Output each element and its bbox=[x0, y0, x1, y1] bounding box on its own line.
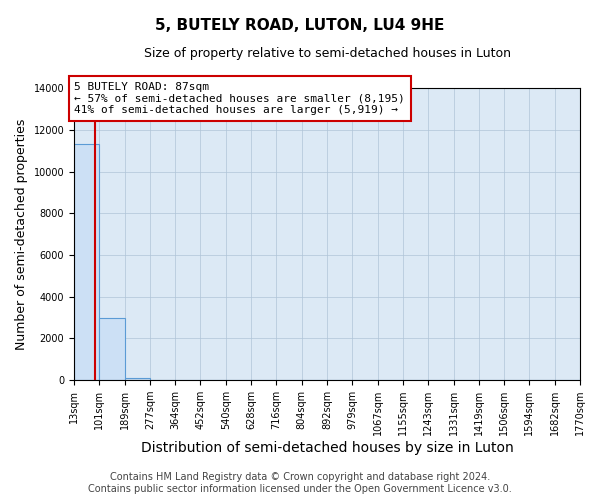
Bar bbox=[125, 378, 150, 380]
Text: 5, BUTELY ROAD, LUTON, LU4 9HE: 5, BUTELY ROAD, LUTON, LU4 9HE bbox=[155, 18, 445, 32]
Title: Size of property relative to semi-detached houses in Luton: Size of property relative to semi-detach… bbox=[143, 48, 511, 60]
X-axis label: Distribution of semi-detached houses by size in Luton: Distribution of semi-detached houses by … bbox=[140, 441, 514, 455]
Y-axis label: Number of semi-detached properties: Number of semi-detached properties bbox=[15, 118, 28, 350]
Text: Contains HM Land Registry data © Crown copyright and database right 2024.
Contai: Contains HM Land Registry data © Crown c… bbox=[88, 472, 512, 494]
Bar bbox=[100, 318, 125, 380]
Text: 5 BUTELY ROAD: 87sqm
← 57% of semi-detached houses are smaller (8,195)
41% of se: 5 BUTELY ROAD: 87sqm ← 57% of semi-detac… bbox=[74, 82, 405, 115]
Bar bbox=[74, 144, 100, 380]
